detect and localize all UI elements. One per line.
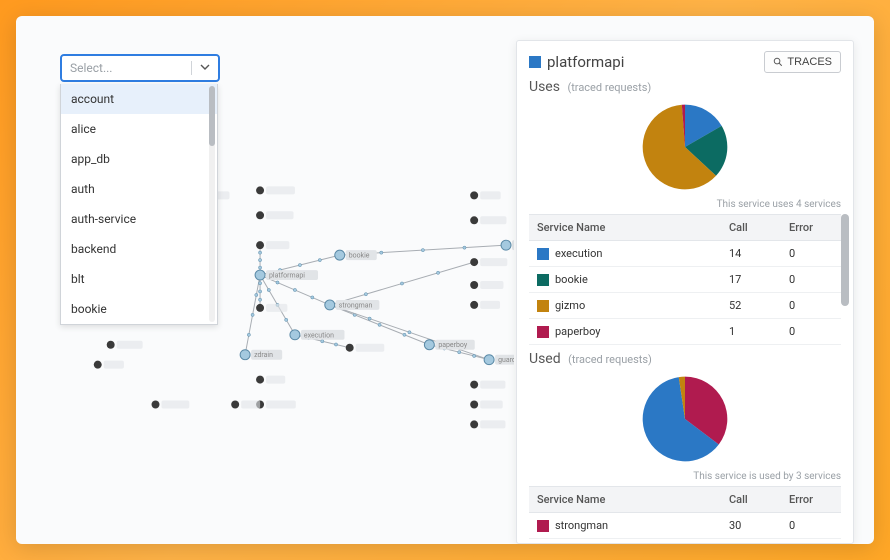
graph-node[interactable]: [335, 250, 345, 260]
used-pie-chart: [639, 373, 731, 465]
graph-node-label: zdrain: [254, 351, 273, 359]
service-select-dropdown: accountaliceapp_dbauthauth-servicebacken…: [60, 84, 218, 325]
uses-table: Service NameCallErrorexecution140bookie1…: [529, 214, 841, 345]
service-title-text: platformapi: [547, 53, 624, 71]
graph-node[interactable]: [501, 240, 511, 250]
service-title: platformapi: [529, 53, 624, 71]
table-header: Service Name: [529, 215, 721, 241]
service-option[interactable]: auth: [61, 174, 217, 204]
graph-node[interactable]: [290, 330, 300, 340]
service-option[interactable]: backend: [61, 234, 217, 264]
table-header: Call: [721, 487, 781, 513]
graph-node[interactable]: [256, 304, 264, 312]
graph-node[interactable]: [470, 420, 478, 428]
service-option[interactable]: bookie: [61, 294, 217, 324]
service-option[interactable]: alice: [61, 114, 217, 144]
service-name-text: strongman: [555, 519, 608, 532]
table-header: Call: [721, 215, 781, 241]
service-color-swatch: [537, 326, 549, 338]
graph-node[interactable]: [231, 401, 239, 409]
graph-node[interactable]: [470, 216, 478, 224]
graph-node[interactable]: [152, 401, 160, 409]
chevron-down-icon: [191, 61, 210, 75]
table-row[interactable]: bookie170: [529, 267, 841, 293]
uses-table-scrollbar[interactable]: [841, 214, 849, 345]
graph-node[interactable]: [240, 350, 250, 360]
service-name-text: paperboy: [555, 325, 600, 338]
graph-node[interactable]: [470, 301, 478, 309]
graph-node[interactable]: [346, 344, 354, 352]
table-row[interactable]: paperboy10: [529, 319, 841, 345]
used-table: Service NameCallErrorstrongman300stlogin…: [529, 486, 841, 544]
graph-node-label: platformapi: [269, 272, 305, 280]
service-color-swatch: [537, 520, 549, 532]
graph-node[interactable]: [107, 341, 115, 349]
table-row[interactable]: strongman300: [529, 513, 841, 539]
uses-heading: Uses (traced requests): [529, 79, 841, 95]
service-select-input[interactable]: Select...: [60, 54, 220, 82]
service-color-swatch: [537, 274, 549, 286]
graph-node-label: bookie: [349, 252, 370, 260]
app-panel: platformapi bookie strongman execution paper…: [16, 16, 874, 544]
graph-node-label: strongman: [339, 301, 373, 309]
table-row[interactable]: execution140: [529, 241, 841, 267]
used-heading: Used (traced requests): [529, 351, 841, 367]
service-color-swatch: [537, 248, 549, 260]
uses-hint: This service uses 4 services: [529, 199, 841, 210]
used-hint: This service is used by 3 services: [529, 471, 841, 482]
graph-node[interactable]: [470, 381, 478, 389]
service-select: Select... accountaliceapp_dbauthauth-ser…: [60, 54, 220, 82]
traces-button-label: TRACES: [787, 56, 832, 68]
table-header: Error: [781, 215, 841, 241]
service-option[interactable]: blt: [61, 264, 217, 294]
service-color-swatch: [529, 56, 541, 68]
search-icon: [773, 57, 783, 67]
traces-button[interactable]: TRACES: [764, 51, 841, 73]
graph-node[interactable]: [424, 340, 434, 350]
graph-node[interactable]: [470, 401, 478, 409]
graph-node-label: paperboy: [438, 341, 468, 349]
service-option[interactable]: auth-service: [61, 204, 217, 234]
service-select-placeholder: Select...: [70, 61, 112, 75]
graph-node[interactable]: [484, 355, 494, 365]
dropdown-scrollbar[interactable]: [209, 86, 215, 322]
service-detail-panel: platformapi TRACES Uses (traced requests…: [516, 40, 854, 544]
graph-node[interactable]: [256, 211, 264, 219]
uses-pie-chart: [639, 101, 731, 193]
table-row[interactable]: stlogin530: [529, 539, 841, 545]
graph-node[interactable]: [256, 186, 264, 194]
table-header: Service Name: [529, 487, 721, 513]
graph-node[interactable]: [256, 241, 264, 249]
graph-node-label: guardian: [498, 356, 514, 364]
service-option[interactable]: account: [61, 84, 217, 114]
table-row[interactable]: gizmo520: [529, 293, 841, 319]
graph-node[interactable]: [470, 281, 478, 289]
service-name-text: bookie: [555, 273, 588, 286]
service-color-swatch: [537, 300, 549, 312]
service-name-text: gizmo: [555, 299, 585, 312]
graph-node[interactable]: [255, 270, 265, 280]
graph-node[interactable]: [94, 361, 102, 369]
service-name-text: execution: [555, 247, 602, 260]
service-option[interactable]: app_db: [61, 144, 217, 174]
graph-node[interactable]: [470, 258, 478, 266]
graph-node-label: execution: [304, 331, 334, 339]
graph-node[interactable]: [325, 300, 335, 310]
graph-node[interactable]: [470, 191, 478, 199]
graph-node[interactable]: [256, 376, 264, 384]
table-header: Error: [781, 487, 841, 513]
